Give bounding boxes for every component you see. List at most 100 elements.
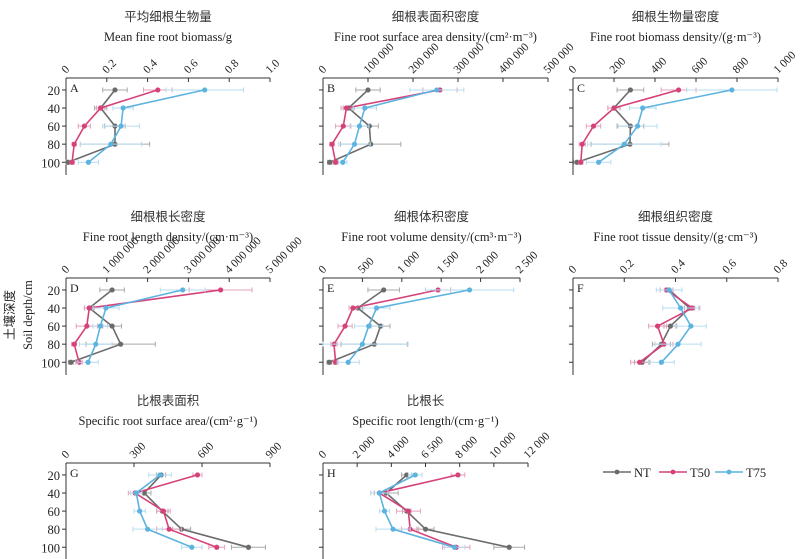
x-tick-label: 0 <box>60 263 73 276</box>
panel-title-cn: 细根表面积密度 <box>392 9 480 24</box>
x-tick-label: 0.2 <box>100 57 119 76</box>
data-point <box>218 287 224 293</box>
x-tick-label: 12 000 <box>522 430 553 461</box>
x-tick-label: 300 <box>128 440 149 461</box>
data-point <box>434 87 440 93</box>
data-point <box>579 141 585 147</box>
data-point <box>93 341 99 347</box>
data-point <box>112 87 118 93</box>
data-point <box>455 472 461 478</box>
x-tick-label: 200 000 <box>407 41 442 76</box>
data-point <box>133 490 139 496</box>
panel-a: 平均细根生物量 Mean fine root biomass/g 0 0.2 0.4 0.… <box>41 10 282 175</box>
panel-letter: G <box>70 466 79 480</box>
data-point <box>627 87 634 93</box>
panel-title-en: Specific root surface area/(cm²·g⁻¹) <box>79 414 258 428</box>
data-point <box>596 159 602 165</box>
data-point <box>350 305 356 311</box>
y-tick-label: 60 <box>48 320 61 334</box>
data-point <box>678 305 684 311</box>
data-point <box>340 123 346 129</box>
panel-title-en: Fine root volume density/(cm³·m⁻³) <box>341 230 521 244</box>
y-tick-label: 100 <box>41 156 60 170</box>
data-point <box>405 508 412 514</box>
y-tick-label: 80 <box>48 338 61 352</box>
legend-label: NT <box>634 466 651 480</box>
data-point <box>381 508 388 514</box>
x-tick-label: 5 000 000 <box>264 235 305 276</box>
panel-title-cn: 比根表面积 <box>137 394 200 408</box>
y-axis-label-en: Soil depth/cm <box>21 280 35 350</box>
y-tick-label: 20 <box>48 469 61 483</box>
data-point <box>466 287 473 293</box>
data-point <box>69 159 75 165</box>
panel-letter: E <box>327 281 334 295</box>
data-point <box>578 159 584 165</box>
series-t75 <box>338 87 465 165</box>
legend: NT T50 T75 <box>603 466 766 480</box>
data-point <box>675 341 681 347</box>
data-point <box>137 508 143 514</box>
data-point <box>688 323 694 329</box>
data-point <box>214 544 220 550</box>
x-tick-label: 1 000 <box>395 249 422 276</box>
panel-title-en: Fine root surface area density/(cm²·m⁻³) <box>334 30 537 44</box>
panels: 平均细根生物量 Mean fine root biomass/g 0 0.2 0.4 0.… <box>41 9 799 559</box>
data-point <box>365 87 371 93</box>
panel-e: 细根体积密度 Fine root volume density/(cm³·m⁻³)… <box>317 209 541 375</box>
panel-title-en: Specific root length/(cm·g⁻¹) <box>352 414 498 428</box>
data-point <box>71 341 77 347</box>
data-point <box>81 123 87 129</box>
x-tick-label: 900 <box>264 440 285 461</box>
data-point <box>194 472 201 478</box>
y-tick-label: 100 <box>41 356 60 370</box>
data-point <box>166 526 172 532</box>
series-line <box>133 474 217 549</box>
data-point <box>621 141 627 147</box>
series-t75 <box>130 472 203 550</box>
x-tick-label: 2 000 <box>351 434 378 461</box>
x-tick-label: 0.8 <box>772 257 791 276</box>
x-tick-label: 10 000 <box>487 430 518 461</box>
series-t75 <box>77 287 206 365</box>
data-point <box>180 287 186 293</box>
data-point <box>84 323 90 329</box>
series-t50 <box>69 87 173 165</box>
panel-title-en: Mean fine root biomass/g <box>104 30 233 44</box>
series-t75 <box>77 87 244 165</box>
series-t75 <box>648 287 707 365</box>
data-point <box>86 305 92 311</box>
panel-letter: C <box>577 81 585 95</box>
data-point <box>118 341 124 347</box>
data-point <box>345 359 351 365</box>
x-tick-label: 100 000 <box>362 41 397 76</box>
x-tick-label: 1 000 <box>772 49 799 76</box>
panel-letter: H <box>327 466 336 480</box>
panel-title-cn: 细根组织密度 <box>638 209 714 224</box>
x-tick-label: 4 000 <box>385 434 412 461</box>
data-point <box>85 359 91 365</box>
data-point <box>729 87 735 93</box>
data-point <box>351 141 358 147</box>
data-point <box>637 359 643 365</box>
x-tick-label: 600 <box>196 440 217 461</box>
data-point <box>157 472 163 478</box>
y-tick-label: 80 <box>48 523 61 537</box>
legend-item-nt: NT <box>603 466 651 480</box>
x-tick-label: 0.4 <box>669 257 688 276</box>
data-point <box>666 287 672 293</box>
x-tick-label: 500 <box>356 255 377 276</box>
data-point <box>109 287 115 293</box>
x-tick-label: 8 000 <box>453 434 480 461</box>
x-tick-label: 400 <box>649 55 670 76</box>
panel-f: 细根组织密度 Fine root tissue density/(g·cm⁻³) 0… <box>567 209 791 375</box>
data-point <box>451 544 458 550</box>
panel-d: 细根根长密度 Fine root length density/(cm·m⁻³) 0… <box>41 209 305 375</box>
data-point <box>340 159 346 165</box>
y-tick-label: 40 <box>48 102 61 116</box>
y-tick-label: 20 <box>48 84 61 98</box>
data-point <box>366 323 372 329</box>
legend-item-t75: T75 <box>715 466 766 480</box>
panel-letter: B <box>327 81 335 95</box>
data-point <box>342 323 348 329</box>
